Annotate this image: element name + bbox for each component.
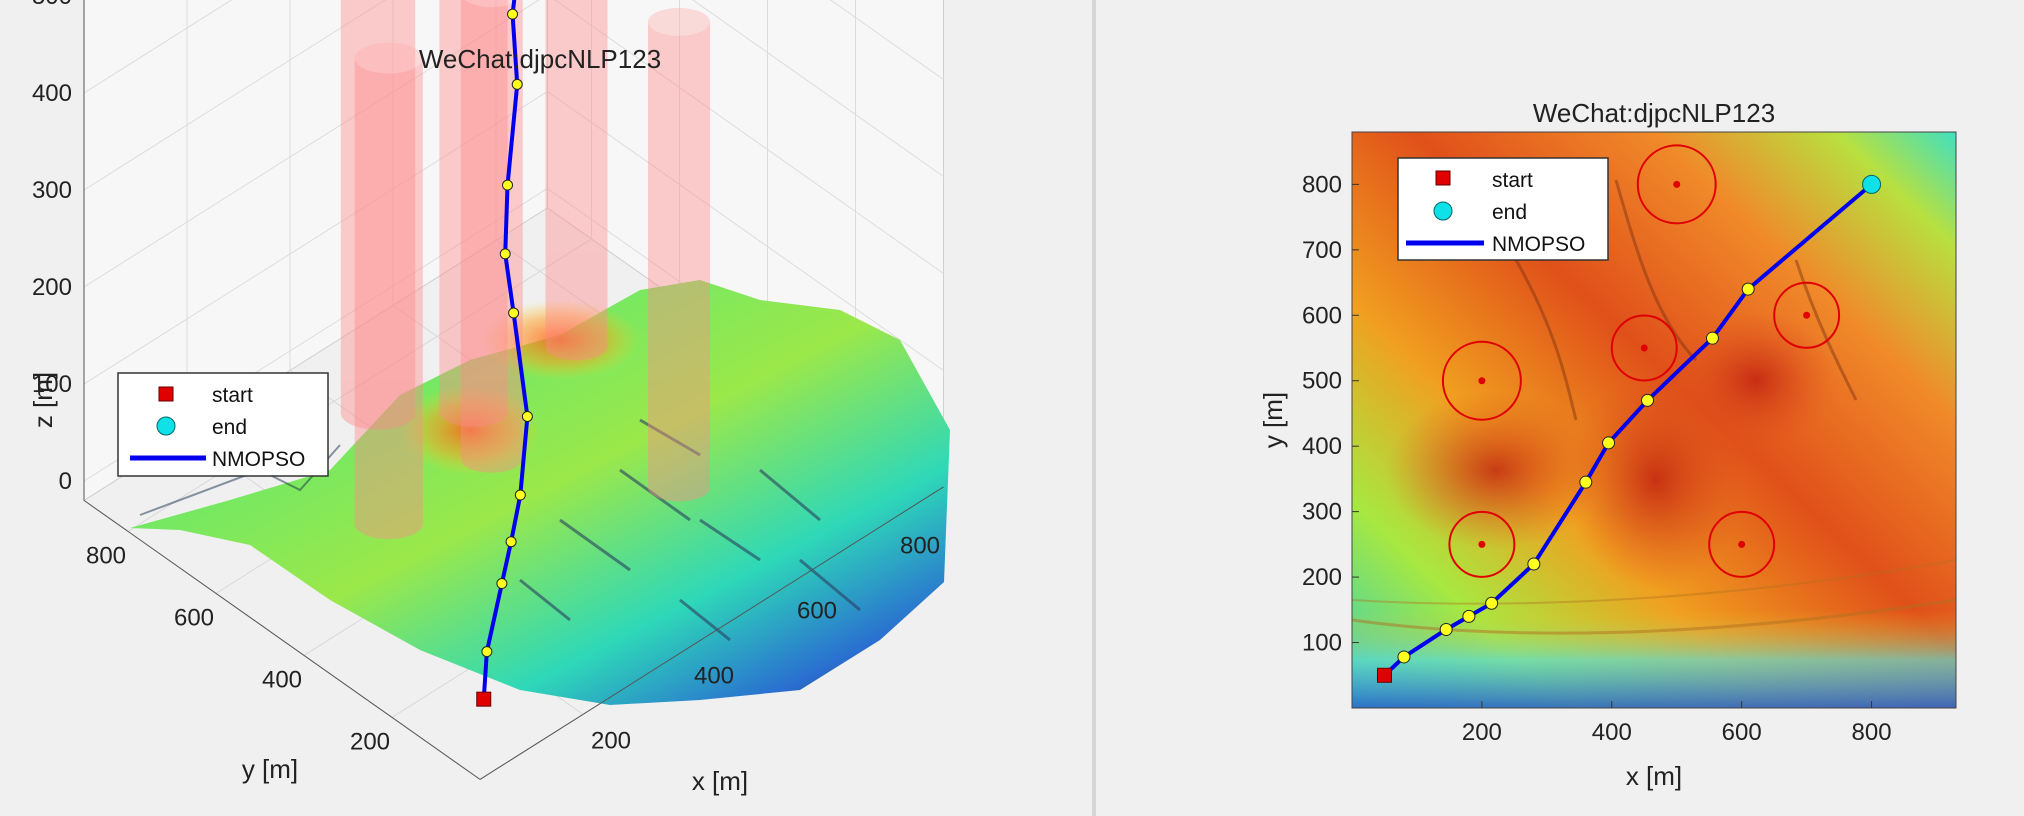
waypoint	[1462, 609, 1476, 623]
obstacle-circle	[1448, 510, 1516, 578]
obstacle-circle	[1610, 314, 1678, 382]
y-tick-label: 700	[1302, 237, 1342, 264]
y-axis-label: y [m]	[1258, 392, 1288, 448]
z-axis-label: z [m]	[28, 372, 58, 428]
waypoint	[499, 248, 511, 260]
waypoint	[514, 489, 526, 501]
x-tick-label: 400	[1592, 719, 1632, 746]
x-tick-label: 600	[1722, 719, 1762, 746]
waypoint	[496, 578, 508, 590]
obstacle-circle	[1773, 281, 1841, 349]
y-tick-label: 800	[86, 542, 126, 569]
waypoint	[1439, 622, 1453, 636]
y-tick-label: 400	[1302, 433, 1342, 460]
y-axis-label: y [m]	[242, 754, 298, 784]
obstacle-circle	[1708, 510, 1776, 578]
waypoint	[1397, 650, 1411, 664]
waypoint	[1641, 393, 1655, 407]
waypoint	[481, 646, 493, 658]
chart-title: WeChat:djpcNLP123	[1533, 98, 1775, 128]
obstacle-center	[1640, 344, 1648, 352]
obstacle-cylinder	[460, 0, 523, 473]
end-marker-icon	[156, 416, 176, 436]
z-tick-label: 400	[32, 80, 72, 107]
y-tick-label: 200	[1302, 564, 1342, 591]
left-figure-panel: 200 400 600 800 200 400 600 800 0 100 200 300 400 500…	[28, 0, 950, 796]
waypoint	[521, 411, 533, 422]
obstacle-center	[1478, 540, 1486, 548]
start-marker-icon	[158, 386, 174, 402]
obstacle-circles	[1441, 144, 1841, 578]
path-line	[1383, 182, 1873, 677]
obstacle-cylinder	[439, 0, 508, 427]
x-axis-label: x [m]	[1626, 761, 1682, 791]
legend: start end NMOPSO	[117, 372, 329, 477]
y-tick-label: 400	[262, 666, 302, 693]
path-line	[481, 0, 530, 700]
chart-title: WeChat:djpcNLP123	[419, 44, 661, 74]
legend-end-label: end	[1492, 201, 1527, 224]
legend-start-label: start	[212, 384, 253, 407]
waypoint	[505, 536, 517, 548]
waypoint	[502, 179, 514, 191]
z-tick-label: 200	[32, 274, 72, 301]
y-tick-label: 600	[1302, 302, 1342, 329]
start-marker	[1376, 667, 1392, 683]
obstacle-center	[1738, 540, 1746, 548]
waypoint	[1741, 282, 1755, 296]
panel-divider	[1092, 0, 1096, 816]
obstacle-cylinder	[545, 0, 608, 361]
legend: start end NMOPSO	[1397, 157, 1609, 261]
obstacle-center	[1478, 377, 1486, 385]
waypoint	[1527, 557, 1541, 571]
obstacle-cylinder	[648, 7, 710, 502]
x-tick-label: 200	[1462, 719, 1502, 746]
y-tick-label: 100	[1302, 630, 1342, 657]
path-waypoints	[476, 8, 533, 707]
3d-chart: 200 400 600 800 200 400 600 800 0 100 200 300 400 500…	[28, 0, 950, 796]
end-marker	[1862, 174, 1882, 194]
path-waypoints	[1376, 174, 1882, 683]
waypoint	[1485, 596, 1499, 610]
start-marker	[476, 691, 492, 707]
obstacle-cylinder	[340, 0, 416, 430]
terrain-surface	[130, 280, 950, 705]
start-marker-icon	[1435, 170, 1451, 186]
waypoint	[508, 307, 520, 319]
z-tick-label: 500	[32, 0, 72, 10]
obstacle-circle	[1636, 144, 1717, 225]
x-tick-label: 800	[1852, 719, 1892, 746]
top-view-chart: 200 400 600 800 100 200 300 400 500 600 700 800 WeC…	[1258, 98, 1957, 791]
x-tick-label: 600	[797, 597, 837, 624]
legend-nmopso-label: NMOPSO	[1492, 233, 1585, 256]
waypoint	[511, 78, 523, 90]
obstacle-cylinders	[340, 0, 710, 540]
y-tick-label: 200	[350, 728, 390, 755]
x-tick-label: 200	[591, 727, 631, 754]
x-tick-label: 800	[900, 532, 940, 559]
x-axis-label: x [m]	[692, 766, 748, 796]
y-tick-label: 300	[1302, 499, 1342, 526]
legend-end-label: end	[212, 416, 247, 439]
z-tick-label: 0	[59, 468, 72, 495]
waypoint	[1602, 436, 1616, 450]
right-figure-panel: 200 400 600 800 100 200 300 400 500 600 700 800 WeC…	[1096, 0, 2024, 816]
y-tick-label: 800	[1302, 171, 1342, 198]
z-tick-label: 300	[32, 177, 72, 204]
obstacle-center	[1803, 311, 1811, 319]
waypoint	[507, 8, 519, 20]
z-tick-label: 100	[32, 371, 72, 398]
end-marker-icon	[1433, 201, 1453, 221]
legend-start-label: start	[1492, 169, 1533, 192]
waypoint	[1705, 331, 1719, 345]
legend-nmopso-label: NMOPSO	[212, 448, 305, 471]
y-tick-label: 600	[174, 604, 214, 631]
y-tick-label: 500	[1302, 368, 1342, 395]
obstacle-circle	[1441, 340, 1522, 421]
obstacle-cylinder	[354, 42, 423, 540]
x-tick-label: 400	[694, 662, 734, 689]
waypoint	[1579, 475, 1593, 489]
obstacle-center	[1673, 180, 1681, 188]
